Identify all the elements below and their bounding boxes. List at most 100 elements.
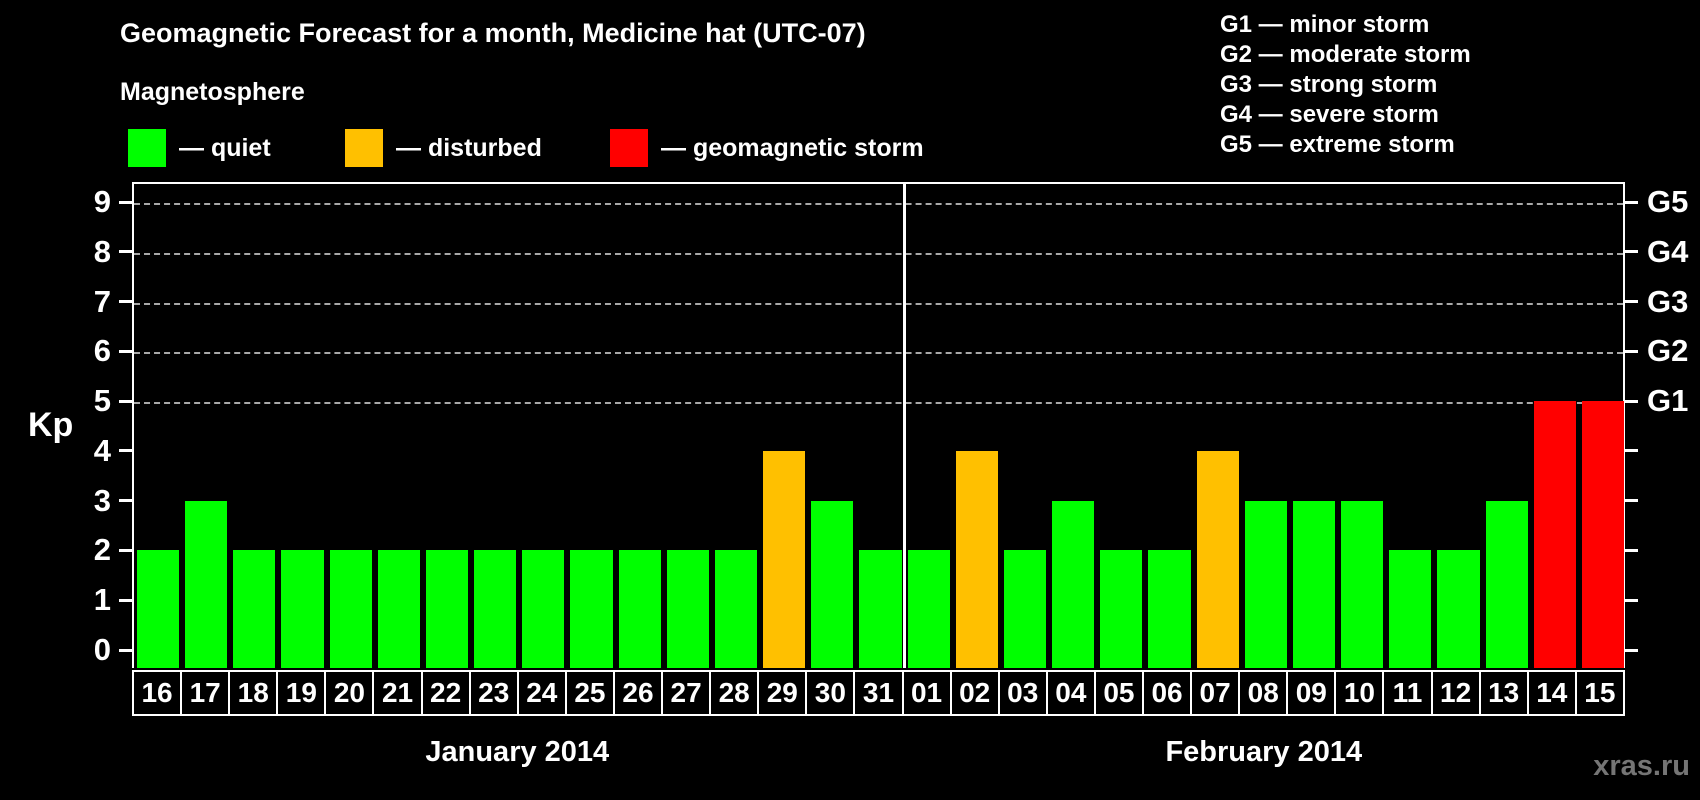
day-label-13: 13	[1478, 670, 1529, 716]
right-tick-kp-1	[1625, 598, 1638, 602]
day-label-18: 18	[228, 670, 279, 716]
kp-bar-day-19	[281, 550, 324, 668]
day-label-17: 17	[180, 670, 231, 716]
left-tick-kp-8	[119, 250, 132, 254]
kp-bar-day-09	[1292, 500, 1336, 668]
y-tick-label-6: 6	[93, 333, 111, 369]
kp-bar-day-04	[1052, 500, 1095, 668]
day-label-29: 29	[757, 670, 808, 716]
day-label-22: 22	[420, 670, 471, 716]
g4-legend-line: G4 — severe storm	[1220, 101, 1439, 128]
g1-legend-line: G1 — minor storm	[1220, 11, 1430, 38]
right-tick-kp-3	[1625, 499, 1638, 503]
g-axis-label-g3: G3	[1647, 283, 1689, 319]
day-label-14: 14	[1526, 670, 1577, 716]
kp-bar-day-31	[859, 550, 902, 668]
day-axis-row: 16 17 18 19 20 21 22 23 24 25 26 27 28 29 30 31 01 02 03 04…	[132, 670, 1625, 716]
g-axis-label-g2: G2	[1647, 333, 1689, 369]
kp-bar-day-18	[233, 550, 276, 668]
day-label-23: 23	[468, 670, 519, 716]
kp-bar-day-23	[474, 550, 517, 668]
legend-label-storm: — geomagnetic storm	[661, 133, 924, 162]
month-separator-line	[903, 184, 907, 668]
left-tick-kp-0	[119, 648, 132, 652]
legend-label-disturbed: — disturbed	[396, 133, 542, 162]
day-label-16: 16	[132, 670, 183, 716]
kp-bar-day-01	[907, 550, 950, 668]
day-label-07: 07	[1190, 670, 1241, 716]
kp-bar-day-13	[1485, 500, 1528, 668]
quiet-color-swatch	[128, 129, 166, 167]
kp-bar-day-02	[955, 450, 998, 668]
y-tick-label-0: 0	[93, 632, 111, 667]
kp-bar-day-17	[185, 500, 228, 668]
g-scale-legend: G1 — minor storm G2 — moderate storm G3 …	[1220, 10, 1471, 160]
g-axis-label-g5: G5	[1647, 184, 1689, 219]
day-label-10: 10	[1334, 670, 1385, 716]
left-tick-kp-7	[119, 300, 132, 304]
day-label-03: 03	[997, 670, 1048, 716]
y-tick-label-1: 1	[93, 582, 111, 618]
kp-bar-day-05	[1100, 550, 1143, 668]
kp-bar-day-28	[714, 550, 758, 668]
day-label-08: 08	[1238, 670, 1289, 716]
right-tick-kp-7	[1625, 300, 1638, 304]
day-label-20: 20	[324, 670, 375, 716]
kp-bar-day-06	[1148, 550, 1191, 668]
g5-legend-line: G5 — extreme storm	[1220, 131, 1455, 158]
y-tick-label-7: 7	[93, 283, 111, 319]
day-label-09: 09	[1286, 670, 1337, 716]
kp-bar-day-24	[522, 550, 565, 668]
day-label-19: 19	[276, 670, 327, 716]
plot-area	[132, 182, 1625, 668]
day-label-26: 26	[612, 670, 664, 716]
kp-bar-day-10	[1341, 500, 1384, 668]
kp-bar-day-07	[1196, 450, 1239, 668]
kp-bar-day-08	[1244, 500, 1287, 668]
day-label-04: 04	[1045, 670, 1096, 716]
y-tick-label-2: 2	[93, 532, 111, 568]
right-tick-kp-0	[1625, 648, 1638, 652]
kp-bar-day-30	[811, 500, 854, 668]
day-label-12: 12	[1430, 670, 1481, 716]
y-tick-label-5: 5	[93, 383, 111, 419]
month-label-0: January 2014	[425, 736, 610, 768]
gridline-kp-7	[134, 302, 1623, 305]
kp-bar-day-11	[1389, 550, 1432, 668]
kp-axis-title: Kp	[28, 406, 74, 444]
day-label-05: 05	[1093, 670, 1144, 716]
disturbed-color-swatch	[345, 129, 383, 167]
g-axis-label-g4: G4	[1647, 233, 1689, 269]
y-tick-label-3: 3	[93, 482, 111, 518]
right-tick-kp-4	[1625, 449, 1638, 453]
g2-legend-line: G2 — moderate storm	[1220, 41, 1471, 68]
day-label-25: 25	[564, 670, 615, 716]
left-tick-kp-2	[119, 548, 132, 552]
page-title: Geomagnetic Forecast for a month, Medici…	[120, 18, 866, 48]
gridline-kp-5	[134, 402, 1623, 405]
legend-item-disturbed: — disturbed	[345, 128, 542, 168]
day-label-11: 11	[1382, 670, 1433, 716]
kp-bar-day-15	[1581, 401, 1624, 668]
right-tick-kp-5	[1625, 399, 1638, 403]
left-tick-kp-1	[119, 598, 132, 602]
g3-legend-line: G3 — strong storm	[1220, 71, 1438, 98]
magnetosphere-label: Magnetosphere	[120, 78, 305, 106]
kp-bar-day-21	[377, 550, 420, 668]
kp-bar-day-29	[763, 450, 806, 668]
day-label-28: 28	[709, 670, 760, 716]
day-label-01: 01	[901, 670, 952, 716]
legend-item-quiet: — quiet	[128, 128, 271, 168]
day-label-24: 24	[516, 670, 567, 716]
y-tick-label-9: 9	[93, 184, 111, 219]
month-label-1: February 2014	[1165, 736, 1363, 768]
storm-color-swatch	[610, 129, 648, 167]
left-tick-kp-6	[119, 349, 132, 353]
left-tick-kp-5	[119, 399, 132, 403]
day-label-02: 02	[949, 670, 1000, 716]
left-tick-kp-4	[119, 449, 132, 453]
legend-label-quiet: — quiet	[179, 133, 271, 162]
y-tick-label-4: 4	[93, 432, 111, 468]
kp-bar-day-27	[666, 550, 709, 668]
